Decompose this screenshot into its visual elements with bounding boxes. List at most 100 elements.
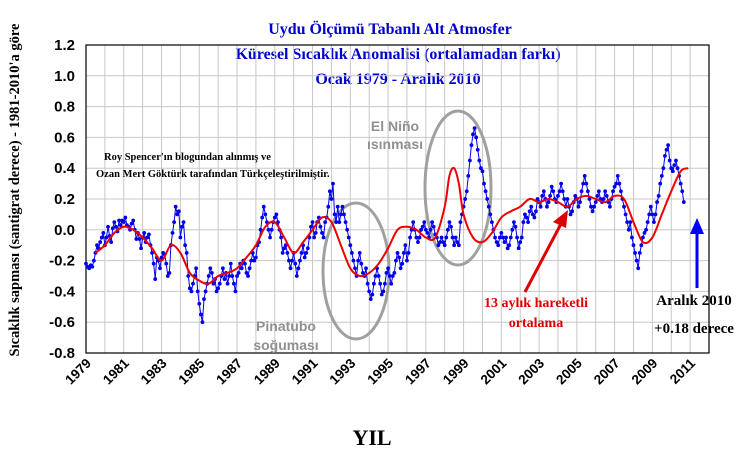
monthly-point bbox=[428, 227, 433, 232]
monthly-point bbox=[524, 215, 529, 220]
monthly-point bbox=[384, 271, 389, 275]
monthly-point bbox=[546, 200, 551, 204]
monthly-point bbox=[252, 258, 257, 263]
monthly-point bbox=[129, 221, 134, 226]
monthly-point bbox=[235, 274, 239, 278]
monthly-point bbox=[158, 266, 162, 271]
monthly-point bbox=[523, 212, 527, 217]
monthly-point bbox=[590, 209, 595, 214]
monthly-point bbox=[279, 235, 283, 240]
monthly-point bbox=[381, 289, 386, 294]
monthly-point bbox=[669, 166, 674, 171]
monthly-point bbox=[532, 215, 537, 220]
monthly-point bbox=[365, 281, 370, 286]
x-tick-label: 2003 bbox=[515, 355, 547, 387]
monthly-point bbox=[84, 261, 88, 266]
monthly-point bbox=[593, 200, 598, 204]
y-tick-label: 1.0 bbox=[54, 68, 75, 85]
monthly-point bbox=[327, 189, 332, 194]
monthly-point bbox=[321, 235, 326, 240]
pinatubo-label-2: soğuması bbox=[253, 337, 318, 353]
monthly-point bbox=[332, 212, 337, 217]
monthly-point bbox=[383, 281, 387, 286]
monthly-point bbox=[320, 230, 324, 235]
chart-title-line-3: Ocak 1979 - Aralık 2010 bbox=[315, 71, 480, 88]
moving-avg-arrow bbox=[523, 221, 564, 293]
monthly-point bbox=[630, 235, 634, 240]
monthly-point bbox=[337, 220, 342, 225]
monthly-point bbox=[568, 212, 573, 217]
monthly-point bbox=[573, 194, 578, 198]
x-tick-label: 1989 bbox=[251, 356, 283, 388]
monthly-point bbox=[87, 266, 92, 271]
monthly-point bbox=[611, 189, 615, 194]
monthly-point bbox=[545, 204, 549, 209]
monthly-point bbox=[340, 204, 345, 209]
monthly-point bbox=[637, 251, 642, 255]
monthly-point bbox=[647, 212, 652, 217]
monthly-point bbox=[90, 264, 95, 269]
x-tick-label: 1991 bbox=[289, 355, 321, 387]
last-value-label-1: Aralık 2010 bbox=[656, 293, 731, 309]
monthly-point bbox=[208, 266, 213, 271]
monthly-point bbox=[343, 220, 348, 225]
monthly-point bbox=[394, 258, 398, 263]
monthly-point bbox=[91, 258, 96, 263]
monthly-point bbox=[559, 181, 564, 186]
monthly-point bbox=[338, 212, 343, 217]
monthly-point bbox=[142, 230, 147, 235]
monthly-point bbox=[222, 277, 227, 281]
plot-area-frame bbox=[85, 44, 710, 354]
x-tick-label: 2001 bbox=[478, 355, 510, 387]
monthly-point bbox=[326, 204, 331, 209]
monthly-point bbox=[346, 235, 351, 240]
monthly-point bbox=[288, 266, 293, 271]
monthly-point bbox=[360, 271, 365, 275]
monthly-point bbox=[334, 220, 339, 225]
monthly-point bbox=[209, 271, 214, 275]
monthly-point bbox=[516, 246, 521, 251]
monthly-point bbox=[471, 132, 475, 137]
monthly-point bbox=[540, 194, 545, 198]
monthly-point bbox=[636, 266, 641, 271]
monthly-point bbox=[342, 212, 346, 217]
monthly-point bbox=[220, 266, 225, 271]
monthly-point bbox=[353, 266, 357, 271]
monthly-point bbox=[227, 274, 232, 278]
monthly-point bbox=[280, 251, 285, 255]
monthly-point bbox=[349, 251, 354, 255]
monthly-point bbox=[191, 281, 195, 286]
monthly-point bbox=[596, 189, 601, 194]
monthly-point bbox=[411, 220, 416, 225]
monthly-point bbox=[518, 240, 523, 245]
monthly-point bbox=[530, 212, 535, 217]
monthly-point bbox=[560, 189, 565, 194]
y-tick-label: 0.4 bbox=[54, 160, 76, 177]
monthly-point bbox=[216, 286, 221, 291]
monthly-point bbox=[659, 174, 664, 178]
series-moving-average bbox=[94, 166, 689, 285]
monthly-point bbox=[556, 194, 560, 198]
monthly-point bbox=[414, 235, 419, 240]
moving-avg-arrowhead bbox=[553, 210, 568, 228]
monthly-point bbox=[652, 220, 656, 225]
monthly-point bbox=[442, 243, 447, 248]
monthly-point bbox=[261, 204, 266, 209]
x-tick-label: 1999 bbox=[440, 356, 472, 388]
monthly-point bbox=[318, 224, 323, 229]
monthly-point bbox=[486, 204, 491, 209]
y-tick-label: 0.8 bbox=[54, 99, 75, 116]
monthly-point bbox=[508, 235, 513, 240]
x-tick-label: 1987 bbox=[213, 356, 245, 388]
monthly-point bbox=[147, 232, 151, 237]
monthly-point bbox=[178, 235, 183, 240]
monthly-point bbox=[493, 235, 497, 240]
monthly-point bbox=[400, 261, 405, 266]
monthly-point bbox=[626, 227, 631, 232]
monthly-point bbox=[576, 204, 581, 209]
monthly-point bbox=[309, 224, 313, 229]
monthly-point bbox=[202, 297, 206, 301]
monthly-point bbox=[534, 209, 538, 214]
monthly-point bbox=[296, 266, 301, 271]
monthly-point bbox=[106, 224, 110, 229]
